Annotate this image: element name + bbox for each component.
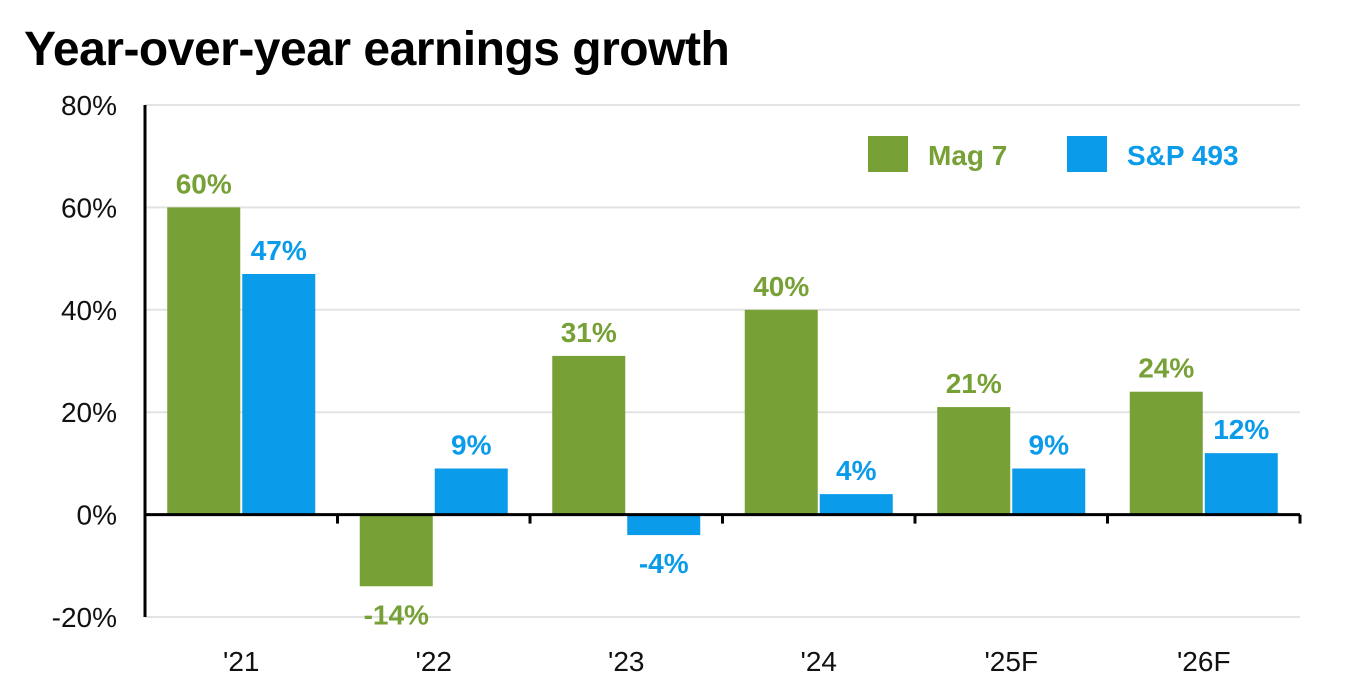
x-tick-label: '25F: [984, 646, 1038, 677]
data-label: 21%: [946, 368, 1002, 399]
bar: [744, 309, 818, 515]
data-label: 47%: [251, 235, 307, 266]
bar: [359, 514, 433, 587]
data-label: 24%: [1138, 353, 1194, 384]
legend-swatch: [1067, 136, 1107, 172]
y-tick-label: 0%: [77, 500, 117, 531]
legend-label: S&P 493: [1127, 140, 1239, 171]
y-tick-label: 80%: [61, 90, 117, 121]
bar: [627, 514, 701, 536]
data-label: -4%: [639, 548, 689, 579]
data-label: 31%: [561, 317, 617, 348]
x-tick-label: '21: [223, 646, 260, 677]
chart-title: Year-over-year earnings growth: [24, 23, 730, 76]
legend: Mag 7 S&P 493: [868, 136, 1239, 172]
data-label: 9%: [451, 430, 492, 461]
y-tick-label: 60%: [61, 192, 117, 223]
data-label: 12%: [1213, 414, 1269, 445]
x-tick-label: '23: [608, 646, 645, 677]
legend-label: Mag 7: [928, 140, 1007, 171]
bar: [167, 207, 241, 515]
bar: [242, 273, 316, 515]
bar: [552, 355, 626, 515]
bar: [937, 407, 1011, 515]
legend-swatch: [868, 136, 908, 172]
bars: [167, 207, 1278, 587]
gridlines: [145, 104, 1300, 618]
x-tick-label: '22: [416, 646, 453, 677]
x-tick-label: '26F: [1177, 646, 1231, 677]
x-tick-label: '24: [801, 646, 838, 677]
data-label: 40%: [753, 271, 809, 302]
data-label: -14%: [364, 599, 429, 630]
data-label: 60%: [176, 168, 232, 199]
y-tick-label: 20%: [61, 397, 117, 428]
data-label: 4%: [836, 455, 877, 486]
y-tick-label: -20%: [52, 602, 117, 633]
bar: [434, 468, 508, 515]
y-tick-label: 40%: [61, 295, 117, 326]
bar: [819, 494, 893, 515]
data-label: 9%: [1029, 430, 1070, 461]
bar: [1129, 391, 1203, 515]
bar: [1012, 468, 1086, 515]
bar: [1204, 453, 1278, 515]
axes: 80% 60% 40% 20% 0% -20% '21 '22 '23 '24 '25F '26F: [52, 90, 1302, 677]
data-labels: 60% 47% -14% 9% 31% -4% 40% 4% 21% 9% 24% 12%: [176, 168, 1270, 630]
